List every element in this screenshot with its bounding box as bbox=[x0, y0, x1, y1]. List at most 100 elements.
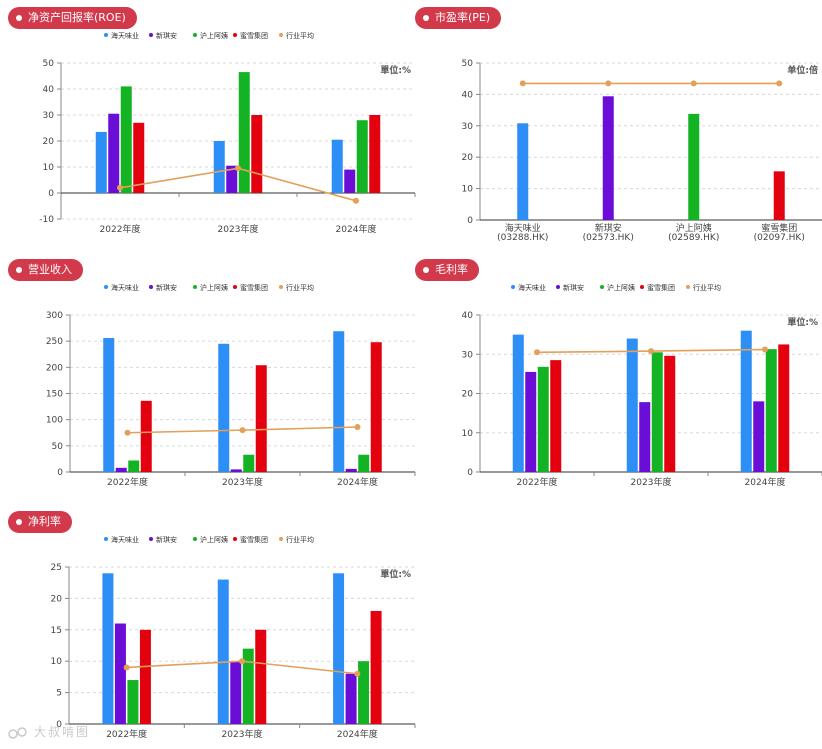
bar bbox=[358, 454, 370, 472]
legend-marker bbox=[233, 33, 237, 37]
legend-label: 蜜雪集团 bbox=[240, 31, 268, 40]
roe-panel: 净资产回报率(ROE) 海天味业 新琪安 沪上阿姨 蜜雪集团 行业平均 -10 0 10 20 3… bbox=[8, 7, 418, 242]
watermark-logo-icon bbox=[8, 726, 27, 739]
unit-label: 單位:% bbox=[787, 316, 818, 328]
y-tick-label: 10 bbox=[51, 657, 63, 667]
legend-marker bbox=[686, 285, 690, 289]
bar bbox=[95, 131, 107, 193]
bar bbox=[230, 469, 242, 472]
avg-point bbox=[776, 80, 783, 87]
net-margin-chart: 海天味业 新琪安 沪上阿姨 蜜雪集团 行业平均 0 5 10 15 20 25 單位:% 2022年度 2… bbox=[51, 535, 416, 740]
y-tick-label: -10 bbox=[39, 215, 54, 225]
bar bbox=[773, 171, 785, 220]
pill-dot-icon bbox=[16, 15, 22, 21]
pill-dot-icon bbox=[16, 519, 22, 525]
legend-label: 蜜雪集团 bbox=[240, 535, 268, 544]
legend-label: 新琪安 bbox=[563, 283, 584, 292]
bar bbox=[778, 344, 790, 472]
x-tick-label: 2022年度 bbox=[100, 223, 141, 235]
bar bbox=[140, 400, 152, 472]
x-tick-label: 2024年度 bbox=[745, 476, 786, 488]
x-tick-label: 2022年度 bbox=[107, 476, 148, 488]
y-tick-label: 0 bbox=[467, 216, 473, 226]
legend-label: 海天味业 bbox=[518, 283, 546, 292]
pe-title: 市盈率(PE) bbox=[435, 11, 491, 24]
revenue-chart: 海天味业 新琪安 沪上阿姨 蜜雪集团 行业平均 0 50 100 150 200 250 300 202… bbox=[46, 283, 416, 488]
avg-point bbox=[124, 429, 131, 436]
avg-point bbox=[354, 670, 361, 677]
bar bbox=[740, 330, 752, 472]
unit-label: 單位:% bbox=[380, 568, 411, 580]
avg-point bbox=[239, 427, 246, 434]
bar bbox=[238, 72, 250, 193]
bar bbox=[537, 366, 549, 472]
y-tick-label: 30 bbox=[462, 122, 474, 132]
x-tick-label: 蜜雪集团 bbox=[761, 222, 797, 234]
unit-label: 单位:倍 bbox=[787, 64, 818, 76]
y-tick-label: 50 bbox=[462, 59, 474, 69]
x-tick-label: 2023年度 bbox=[631, 476, 672, 488]
y-tick-label: 40 bbox=[462, 311, 474, 321]
legend-marker bbox=[104, 537, 108, 541]
x-tick-label: (03288.HK) bbox=[497, 233, 548, 243]
bar bbox=[344, 169, 356, 193]
bar bbox=[128, 460, 140, 472]
legend-label: 蜜雪集团 bbox=[647, 283, 675, 292]
legend-marker bbox=[279, 33, 283, 37]
bar bbox=[333, 331, 345, 472]
x-tick-label: (02573.HK) bbox=[583, 233, 634, 243]
y-tick-label: 200 bbox=[46, 363, 63, 373]
bar bbox=[255, 629, 267, 724]
legend-label: 行业平均 bbox=[286, 31, 314, 40]
gross-margin-chart: 海天味业 新琪安 沪上阿姨 蜜雪集团 行业平均 0 10 20 30 40 單位:% 2022年度 20… bbox=[462, 283, 822, 488]
bar bbox=[114, 623, 126, 724]
pe-title-pill: 市盈率(PE) bbox=[415, 7, 502, 29]
avg-point bbox=[762, 346, 768, 353]
legend-label: 行业平均 bbox=[286, 535, 314, 544]
bar bbox=[517, 123, 529, 220]
bar bbox=[369, 115, 381, 193]
legend-marker bbox=[640, 285, 644, 289]
bar bbox=[230, 661, 242, 724]
gross-margin-title: 毛利率 bbox=[435, 263, 468, 276]
legend-marker bbox=[193, 537, 197, 541]
legend-label: 蜜雪集团 bbox=[240, 283, 268, 292]
revenue-title: 营业收入 bbox=[28, 263, 72, 276]
y-tick-label: 0 bbox=[467, 468, 473, 478]
bar bbox=[217, 579, 229, 724]
watermark-text: 大叔啃图 bbox=[34, 725, 91, 739]
legend-marker bbox=[149, 537, 153, 541]
bar bbox=[213, 141, 225, 193]
y-tick-label: 5 bbox=[56, 689, 62, 699]
legend-marker bbox=[193, 33, 197, 37]
x-tick-label: 新琪安 bbox=[595, 222, 622, 234]
bar bbox=[550, 360, 562, 472]
y-tick-label: 0 bbox=[56, 720, 62, 730]
avg-point bbox=[123, 664, 130, 671]
bar bbox=[525, 371, 537, 472]
avg-point bbox=[605, 80, 612, 87]
legend-label: 新琪安 bbox=[156, 283, 177, 292]
y-tick-label: 25 bbox=[51, 563, 62, 573]
legend-marker bbox=[149, 33, 153, 37]
bar bbox=[765, 349, 777, 472]
avg-point bbox=[117, 184, 123, 191]
pill-dot-icon bbox=[16, 267, 22, 273]
bar bbox=[255, 365, 267, 472]
bar bbox=[120, 86, 132, 193]
legend-marker bbox=[233, 537, 237, 541]
legend-marker bbox=[511, 285, 515, 289]
bar bbox=[133, 122, 145, 193]
bar bbox=[331, 139, 343, 193]
x-tick-label: 海天味业 bbox=[505, 222, 541, 234]
legend-label: 海天味业 bbox=[111, 535, 139, 544]
y-tick-label: 30 bbox=[462, 350, 474, 360]
legend-marker bbox=[149, 285, 153, 289]
unit-label: 單位:% bbox=[380, 64, 411, 76]
bar bbox=[512, 334, 524, 472]
bar bbox=[218, 343, 230, 472]
bar bbox=[688, 113, 700, 220]
x-tick-label: (02097.HK) bbox=[754, 233, 805, 243]
watermark: 大叔啃图 bbox=[8, 723, 90, 740]
x-tick-label: 2023年度 bbox=[218, 223, 259, 235]
